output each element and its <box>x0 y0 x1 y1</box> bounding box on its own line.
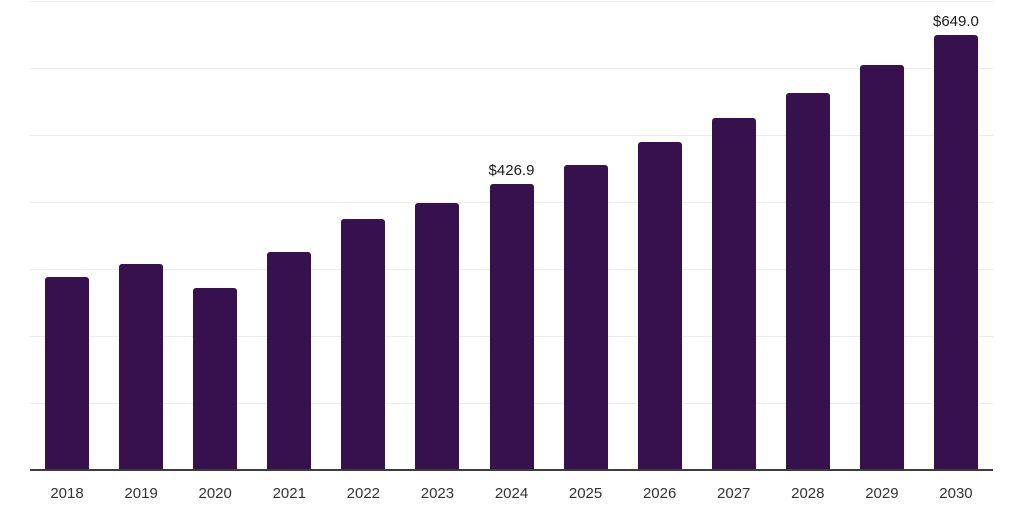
bar-2023 <box>415 202 460 470</box>
x-tick-label-2030: 2030 <box>939 485 973 502</box>
bar-2026 <box>637 142 682 470</box>
x-tick-label-2026: 2026 <box>642 485 677 502</box>
x-tick-label-2023: 2023 <box>420 485 455 502</box>
x-axis-line <box>30 469 993 471</box>
x-tick-label-2020: 2020 <box>198 485 232 502</box>
x-tick-label-2018: 2018 <box>50 485 84 502</box>
x-tick-label-2022: 2022 <box>346 485 381 502</box>
data-label-2024: $426.9 <box>488 161 535 179</box>
bar-2027 <box>711 118 756 470</box>
bar-2018 <box>45 277 90 470</box>
gridline <box>30 68 993 69</box>
data-label-2030: $649.0 <box>933 13 979 31</box>
gridline <box>30 135 993 136</box>
bar-2020 <box>193 287 238 470</box>
bar-2022 <box>341 219 386 470</box>
x-tick-label-2019: 2019 <box>124 485 158 502</box>
x-tick-label-2024: 2024 <box>494 485 529 502</box>
gridline <box>30 1 993 2</box>
bar-2030 <box>933 35 978 470</box>
x-tick-label-2029: 2029 <box>865 485 899 502</box>
bar-2025 <box>563 165 608 470</box>
x-tick-label-2025: 2025 <box>568 485 603 502</box>
x-tick-label-2028: 2028 <box>791 485 825 502</box>
bar-2024 <box>489 183 534 470</box>
x-tick-label-2027: 2027 <box>717 485 751 502</box>
bar-2019 <box>119 264 164 470</box>
x-tick-label-2021: 2021 <box>272 485 306 502</box>
bar-2021 <box>267 251 312 470</box>
bar-2029 <box>859 65 904 470</box>
bar-2028 <box>785 93 830 470</box>
